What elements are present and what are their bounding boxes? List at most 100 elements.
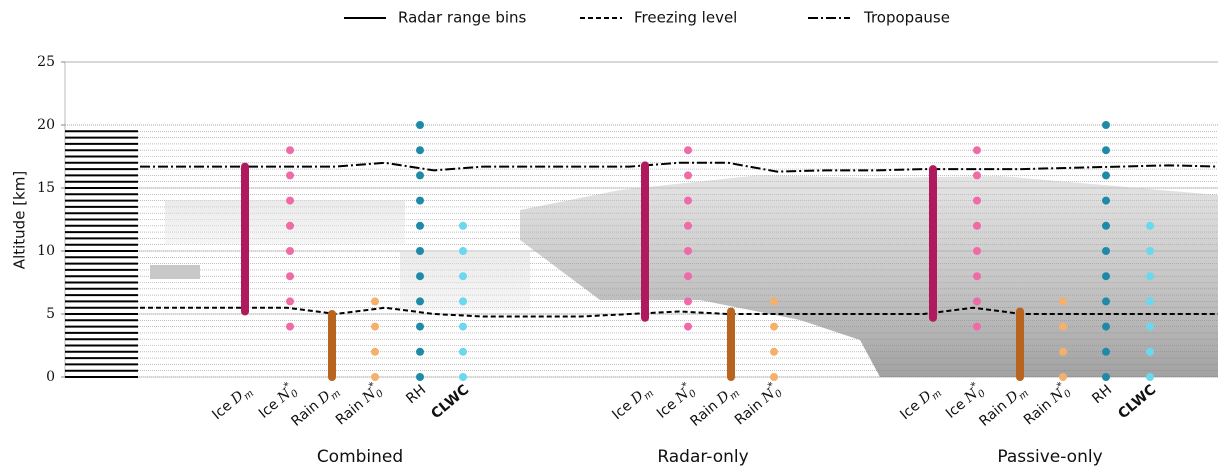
label-part: RH [1089, 382, 1115, 407]
dot [286, 196, 294, 205]
label-part: Rain [333, 396, 367, 428]
dot [1102, 146, 1110, 155]
dot [416, 322, 424, 331]
variable-label: RH [403, 382, 429, 407]
variable-label: IceDm [897, 382, 943, 425]
legend-label: Freezing level [634, 9, 737, 27]
label-part: CLWC [428, 382, 472, 422]
dot [286, 146, 294, 155]
dot [1146, 272, 1154, 281]
dot [459, 272, 467, 281]
dot [1059, 347, 1067, 356]
dot [459, 322, 467, 331]
legend-label: Tropopause [863, 9, 950, 27]
label-part: * [969, 380, 980, 392]
y-tick-label: 0 [46, 369, 55, 385]
variable-label: IceDm [609, 382, 655, 425]
dot [684, 272, 692, 281]
dot [459, 247, 467, 255]
variable-label: RainDm [976, 382, 1030, 432]
cloud-field [150, 175, 1218, 377]
variable-label: RainN*0 [730, 379, 786, 431]
y-tick-label: 5 [46, 306, 55, 322]
dot [1146, 297, 1154, 306]
label-part: Rain [1021, 396, 1055, 428]
legend-label: Radar range bins [398, 9, 527, 27]
label-part: * [1055, 380, 1066, 392]
dot [684, 146, 692, 155]
dot [416, 297, 424, 306]
label-part: * [367, 380, 378, 392]
dot [770, 373, 778, 381]
y-tick-label: 10 [37, 243, 55, 259]
label-part: Rain [288, 398, 322, 430]
y-tick-label: 25 [37, 54, 55, 70]
dot [286, 171, 294, 180]
dot [973, 221, 981, 230]
dot [770, 322, 778, 331]
dot [286, 297, 294, 306]
dot [286, 221, 294, 230]
dot [416, 373, 424, 381]
variable-label: RainDm [687, 382, 741, 432]
label-part: Ice [609, 398, 635, 423]
variable-label: RH [1089, 382, 1115, 407]
dot [459, 373, 467, 381]
dot [1102, 373, 1110, 381]
cloud-shade [165, 200, 405, 245]
dot [684, 221, 692, 230]
cloud-shade [150, 265, 200, 279]
label-part: Rain [976, 398, 1010, 430]
dot [1102, 272, 1110, 281]
dot [416, 347, 424, 356]
dot [684, 247, 692, 255]
label-part: Rain [687, 398, 721, 430]
dot [1146, 322, 1154, 331]
dot [973, 297, 981, 306]
dot [286, 322, 294, 331]
variable-label: CLWC [428, 382, 472, 422]
label-part: Rain [732, 396, 766, 428]
dot [1146, 373, 1154, 381]
label-part: Ice [209, 398, 235, 423]
variable-label: CLWC [1115, 382, 1159, 422]
variable-label: RainDm [288, 382, 342, 432]
dot [416, 247, 424, 255]
dot [371, 347, 379, 356]
dot [416, 196, 424, 205]
dot [371, 322, 379, 331]
dot [770, 297, 778, 306]
dot [459, 221, 467, 230]
dot [684, 171, 692, 180]
dot [1102, 322, 1110, 331]
dot [973, 196, 981, 205]
dot [1102, 171, 1110, 180]
dot [973, 146, 981, 155]
label-part: Ice [256, 396, 282, 421]
y-tick-label: 15 [37, 180, 55, 196]
dot [770, 347, 778, 356]
dot [416, 171, 424, 180]
group-label: Passive-only [997, 447, 1102, 467]
dot [416, 121, 424, 129]
variable-label: RainN*0 [1019, 379, 1075, 431]
dot [684, 196, 692, 205]
dot [1102, 221, 1110, 230]
dot [1102, 121, 1110, 129]
dot [459, 297, 467, 306]
dot [416, 221, 424, 230]
dot [416, 146, 424, 155]
dot [973, 272, 981, 281]
cloud-shade [520, 175, 1218, 377]
dot [973, 171, 981, 180]
label-part: CLWC [1115, 382, 1159, 422]
label-part: Ice [943, 396, 969, 421]
dot [1059, 322, 1067, 331]
dot [1146, 247, 1154, 255]
dot [1146, 221, 1154, 230]
label-part: Ice [654, 396, 680, 421]
y-axis-label: Altitude [km] [11, 171, 29, 269]
dot [973, 322, 981, 331]
variable-label: IceDm [209, 382, 255, 425]
